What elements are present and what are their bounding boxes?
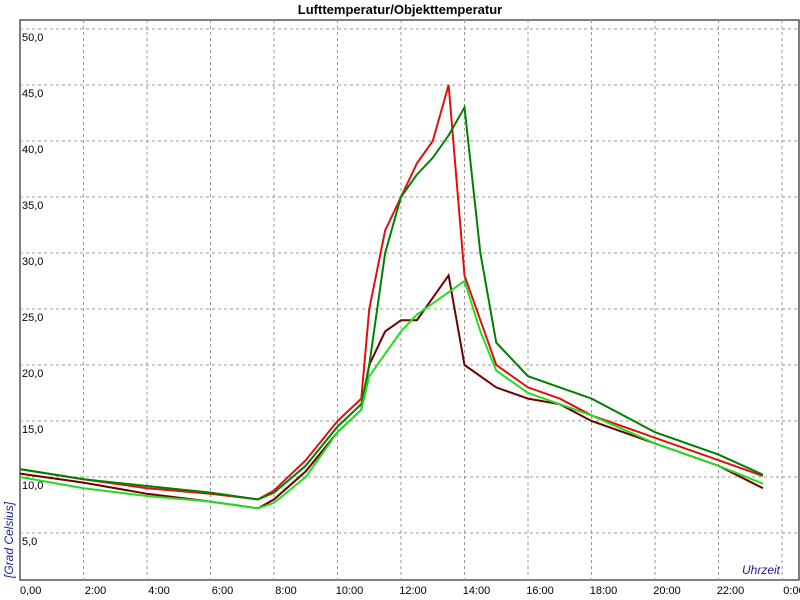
- x-tick-label: 10:00: [336, 585, 364, 597]
- y-tick-label: 10,0: [22, 480, 43, 492]
- y-tick-label: 45,0: [22, 88, 43, 100]
- x-tick-label: 20:00: [653, 585, 681, 597]
- series-line: [19, 279, 764, 510]
- x-tick-label: 0,00: [20, 585, 41, 597]
- x-tick-label: 2:00: [85, 585, 106, 597]
- x-axis-label: Uhrzeit: [742, 563, 781, 577]
- x-tick-label: 18:00: [590, 585, 618, 597]
- chart-title: Lufttemperatur/Objekttemperatur: [298, 2, 502, 17]
- plot-frame: [19, 19, 800, 581]
- y-tick-label: 20,0: [22, 368, 43, 380]
- x-tick-label: 22:00: [717, 585, 745, 597]
- y-tick-label: 50,0: [22, 32, 43, 44]
- y-tick-label: 35,0: [22, 200, 43, 212]
- x-tick-label: 0:00: [783, 585, 800, 597]
- x-tick-label: 12:00: [399, 585, 427, 597]
- x-tick-label: 4:00: [148, 585, 169, 597]
- y-tick-label: 25,0: [22, 312, 43, 324]
- series-line: [19, 84, 764, 501]
- x-tick-label: 8:00: [275, 585, 296, 597]
- series-line: [19, 104, 764, 501]
- y-axis-label: [Grad Celsius]: [2, 501, 16, 579]
- x-tick-label: 16:00: [526, 585, 554, 597]
- series-line: [19, 272, 764, 510]
- y-tick-label: 30,0: [22, 256, 43, 268]
- y-tick-label: 40,0: [22, 144, 43, 156]
- x-tick-label: 6:00: [212, 585, 233, 597]
- y-tick-label: 5,0: [22, 536, 37, 548]
- y-tick-label: 15,0: [22, 424, 43, 436]
- x-tick-label: 14:00: [463, 585, 491, 597]
